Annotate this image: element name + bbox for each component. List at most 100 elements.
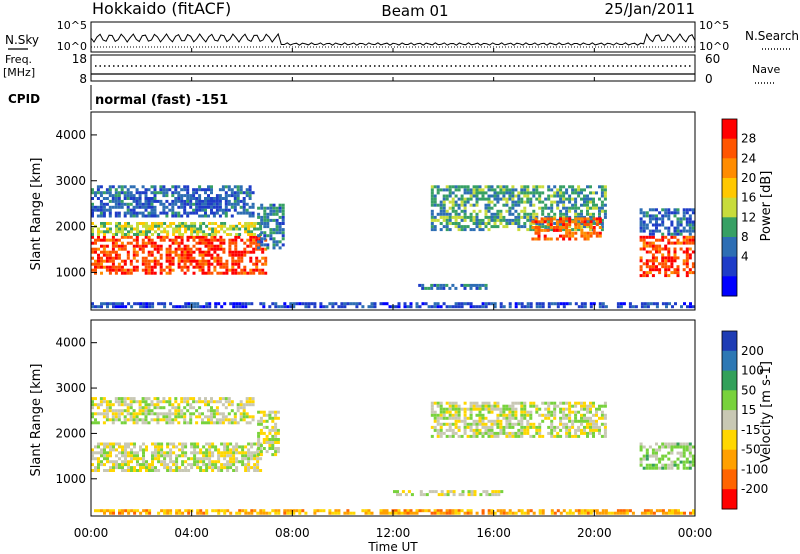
powerMap-cell-9: [274, 305, 278, 309]
powerMap-cell-2: [236, 185, 240, 189]
velMap-cell-5: [491, 490, 495, 494]
velMap-cell-3: [469, 404, 473, 408]
powerMap-cell-4: [454, 218, 458, 222]
powerMap-cell-0: [147, 271, 151, 275]
velMap-cell-4: [645, 457, 649, 461]
velMap-cell-4: [648, 454, 652, 458]
powerMap-cell-5: [586, 217, 590, 221]
velMap-cell-4: [661, 457, 665, 461]
powerMap-cell-5: [583, 234, 587, 238]
powerMap-cell-2: [105, 208, 109, 212]
velMap-cell-6: [349, 511, 353, 515]
powerMap-cell-2: [91, 202, 94, 206]
powerMap-cell-2: [248, 188, 252, 192]
powerMap-cell-2: [129, 191, 133, 195]
velMap-cell-1: [126, 403, 130, 407]
velMap-cell-3: [490, 434, 494, 438]
powerMap-cell-1: [184, 222, 188, 225]
powerMap-cell-9: [484, 305, 488, 309]
powerMap-cell-0: [261, 247, 265, 251]
powerMap-cell-8: [448, 286, 452, 290]
velMap-cell-3: [487, 428, 491, 432]
powerMap-cell-9: [616, 302, 620, 306]
velMap-cell-1: [138, 400, 142, 404]
velMap-cell-0: [136, 454, 139, 458]
powerMap-cell-2: [150, 191, 154, 195]
velMap-cell-5: [440, 490, 444, 494]
powerMap-cell-4: [469, 218, 473, 222]
powerMap-cell-0: [249, 241, 253, 245]
powerMap-cell-0: [186, 256, 190, 260]
velMap-cell-0: [97, 442, 100, 446]
powerMap-cell-7: [676, 232, 680, 236]
velMap-cell-1: [192, 400, 196, 404]
powerMap-cell-9: [622, 302, 626, 306]
velMap-cell-6: [421, 509, 425, 513]
velMap-cell-3: [583, 419, 586, 423]
velMap-cell-1: [108, 400, 112, 404]
powerMap-cell-5: [583, 237, 587, 241]
powerMap-cell-0: [240, 238, 244, 242]
velMap-cell-3: [448, 434, 452, 438]
velMap-cell-6: [469, 509, 473, 513]
powerMap-cell-9: [493, 302, 497, 306]
powerMap-cell-9: [331, 305, 335, 309]
powerMap-cell-2: [177, 211, 181, 215]
powerMap-cell-0: [156, 244, 160, 248]
velMap-cell-3: [538, 428, 542, 432]
velMap-cell-5: [461, 490, 465, 494]
powerMap-cell-5: [552, 217, 556, 221]
powerMap-cell-9: [671, 305, 674, 309]
powerMap-cell-4: [535, 188, 539, 192]
velMap-cell-0: [157, 442, 161, 446]
powerMap-cell-4: [469, 203, 473, 207]
velMap-cell-3: [535, 428, 539, 432]
powerMap-cell-0: [219, 238, 223, 242]
powerMap-cell-1: [202, 230, 206, 234]
powerMap-cell-4: [544, 197, 548, 201]
velMap-cell-1: [212, 412, 216, 416]
powerMap-cell-4: [592, 191, 595, 195]
velMap-cell-0: [259, 457, 263, 461]
powerMap-cell-4: [532, 185, 536, 189]
powerMap-cell-0: [207, 253, 211, 257]
powerMap-cell-4: [589, 215, 592, 219]
powerMap-cell-9: [427, 305, 431, 309]
powerMap-cell-4: [586, 225, 589, 229]
powerMap-cell-0: [144, 259, 148, 263]
velMap-cell-6: [184, 509, 188, 513]
velMap-cell-0: [211, 469, 215, 472]
powerMap-cell-3: [266, 218, 270, 222]
powerMap-cell-2: [233, 202, 237, 206]
powerMap-cell-6: [664, 235, 668, 239]
velMap-cell-5: [470, 490, 474, 494]
velMap-cell-3: [526, 428, 530, 432]
powerMap-cell-6: [682, 241, 686, 245]
powerMap-cell-0: [249, 250, 253, 254]
velMap-cell-6: [475, 511, 479, 515]
powerMap-cell-2: [108, 205, 112, 209]
powerMap-cell-0: [192, 259, 196, 263]
velMap-cell-1: [165, 412, 169, 416]
powerMap-cell-9: [373, 302, 377, 306]
powerMap-cell-4: [439, 212, 443, 216]
powerMap-cell-4: [538, 197, 542, 201]
velMap-cell-6: [388, 511, 392, 515]
velMap-cell-3: [565, 425, 569, 429]
velMap-cell-3: [547, 413, 551, 417]
velMap-cell-3: [457, 434, 461, 438]
powerMap-cell-2: [195, 202, 199, 206]
powerMap-cell-0: [111, 241, 115, 245]
velMap-cell-1: [91, 421, 94, 425]
powerMap-cell-2: [111, 199, 115, 203]
powerMap-cell-0: [264, 271, 268, 275]
powerMap-cell-8: [436, 286, 440, 290]
powerMap-cell-6: [667, 247, 671, 251]
powerMap-cell-2: [180, 214, 184, 218]
velMap-cell-1: [102, 400, 106, 404]
velMap-cell-3: [478, 404, 482, 408]
powerMap-cell-2: [192, 208, 196, 212]
powerMap-cell-4: [445, 222, 449, 225]
powerMap-cell-4: [490, 185, 494, 189]
